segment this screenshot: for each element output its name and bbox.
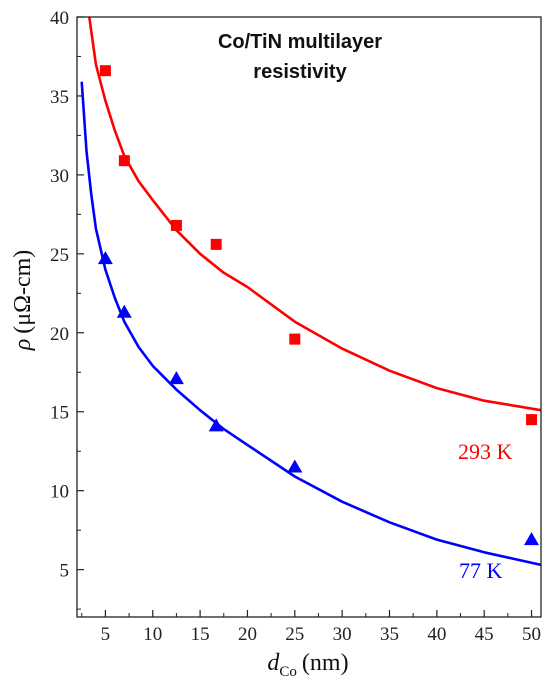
y-tick-label: 40 [50,8,69,29]
data-point-77K [524,532,539,546]
chart-title-line-2: resistivity [253,61,347,83]
y-tick-label: 35 [50,87,69,108]
y-tick-label: 15 [50,403,69,424]
data-point-293K [170,219,182,231]
data-point-293K [99,65,111,77]
x-tick-label: 30 [333,624,352,645]
chart-title-line-1: Co/TiN multilayer [218,31,382,53]
x-tick-label: 10 [143,624,162,645]
y-axis-symbol: ρ [10,339,36,352]
y-tick-label: 25 [50,245,69,266]
x-axis-subscript: Co [279,664,297,680]
x-tick-label: 40 [427,624,446,645]
series-label-293K: 293 K [458,439,513,464]
y-tick-label: 30 [50,166,69,187]
y-axis-title: ρ (μΩ-cm) [10,250,36,352]
x-axis-title: dCo (nm) [267,650,348,680]
x-axis-symbol: d [267,650,280,676]
series-label-77K: 77 K [459,558,503,583]
data-point-293K [118,155,130,167]
y-tick-label: 10 [50,482,69,503]
data-point-77K [97,251,113,265]
y-tick-label: 20 [50,324,69,345]
fit-curve-293K [88,16,542,412]
x-tick-label: 45 [475,624,494,645]
data-point-77K [208,418,224,432]
data-point-293K [210,238,222,250]
axis-ticks: 5 10 15 20 25 30 35 40 45 50 5 10 15 20 25 30 35 40 [50,8,541,645]
x-tick-label: 5 [101,624,111,645]
x-tick-label: 25 [285,624,304,645]
plot-frame [76,16,542,618]
x-axis-unit: (nm) [302,650,349,676]
data-point-293K [289,333,301,345]
data-point-77K [116,304,132,318]
x-tick-label: 15 [191,624,210,645]
data-point-293K [526,414,538,426]
data-point-77K [168,371,184,385]
data-point-77K [287,459,303,473]
x-tick-label: 35 [380,624,399,645]
x-tick-label: 20 [238,624,257,645]
x-tick-label: 50 [522,624,541,645]
data-markers [97,65,539,546]
fit-curves [80,16,542,567]
y-axis-unit: (μΩ-cm) [10,250,36,334]
y-tick-label: 5 [60,561,70,582]
fit-curve-77K [80,81,542,567]
